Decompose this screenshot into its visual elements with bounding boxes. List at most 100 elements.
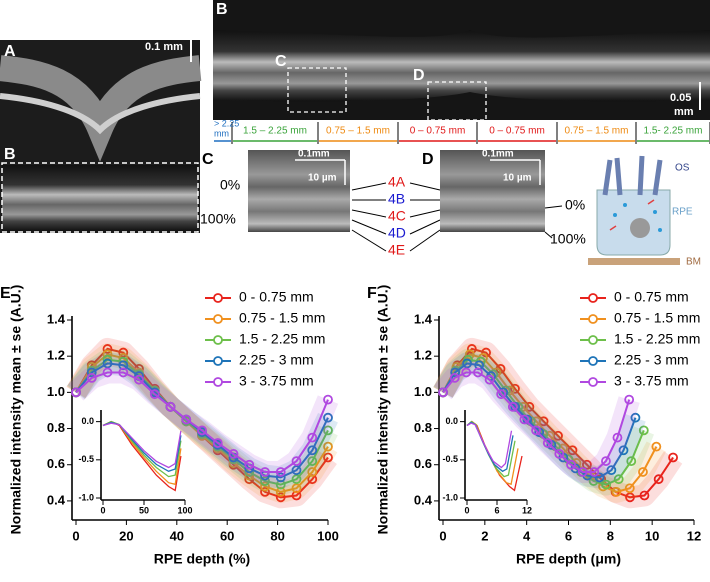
point [594,472,605,483]
layer-pointer [351,229,387,252]
point [601,479,612,490]
point [462,358,472,369]
x-tick-label: 0 [72,528,79,543]
y-tick-label: 0.0 [81,416,94,426]
point [524,401,535,412]
point [567,445,578,456]
point [542,438,553,448]
scale-label: 0.1mm [482,149,514,160]
legend-marker [588,293,598,303]
zoom-box [1,162,199,233]
point [510,383,520,394]
point [291,465,302,476]
zone-label: mm [214,128,229,138]
panel-label: E [0,285,11,302]
point [323,425,333,436]
point [577,467,588,477]
x-tick-label: 12 [522,505,532,515]
x-tick-label: 4 [523,528,531,543]
nucleus [630,218,650,238]
legend-marker [588,314,598,324]
layer-pointer [409,209,441,218]
legend-label: 2.25 - 3 mm [614,352,689,368]
point [197,425,207,436]
point [307,432,318,443]
point [653,474,664,485]
series-line [466,421,514,473]
point [118,367,129,378]
retina-layer [0,93,201,135]
legend-label: 0.75 - 1.5 mm [614,310,700,326]
pointer [544,231,553,239]
x-tick-label: 0 [464,505,469,515]
legend-label: 0 - 0.75 mm [614,289,689,305]
layer-pointer [351,219,387,235]
layer-pointer [409,219,441,235]
outer-segments [602,155,663,196]
x-tick-label: 6 [565,528,572,543]
legend-marker [213,314,223,324]
layer-pointer [351,182,387,191]
x-tick-label: 8 [607,528,614,543]
layer-label: 4B [388,191,405,207]
y-tick-label: 0.6 [414,456,432,471]
point [464,349,475,360]
point [638,467,648,477]
depth-label: 0% [565,197,585,213]
zone-label: 0 – 0.75 mm [489,126,545,137]
x-tick-label: 40 [170,528,184,543]
point [275,472,286,483]
y-tick-label: 1.4 [414,311,433,326]
point [507,401,518,412]
legend-marker [588,356,598,366]
x-tick-label: 0 [439,528,446,543]
y-tick-label: 1.0 [47,384,65,399]
roi-box [427,81,487,121]
oct-zoom [440,150,545,232]
point [473,367,483,378]
y-tick-label: -1.0 [78,492,94,502]
point [275,467,286,477]
point [291,456,302,467]
point [449,372,460,383]
point [531,425,541,436]
layer-label: 4A [388,174,406,190]
point [638,425,649,436]
point [149,389,160,400]
layer-pointer [409,229,441,252]
point [606,465,617,476]
y-tick-label: 0.8 [47,420,65,435]
legend-marker [588,377,598,387]
point [86,367,97,378]
schema-label: RPE [672,207,693,218]
series-line [466,420,523,492]
pointer [544,205,563,209]
y-tick-label: 1.2 [414,348,432,363]
point [102,358,113,369]
point [630,412,641,423]
panel-d: D 0.1mm 10 µm 0% 100% OS RPE BM [422,149,701,268]
x-tick-label: 80 [270,528,284,543]
point [612,432,623,443]
point [307,467,318,477]
point [260,481,270,492]
series-line [102,420,182,492]
legend-marker [213,293,223,303]
x-tick-label: 0 [100,505,105,515]
scale-label: 10 µm [308,173,337,184]
panel-label: D [422,151,434,168]
x-tick-label: 100 [317,528,339,543]
legend-label: 1.5 - 2.25 mm [239,331,325,347]
depth-label: 100% [200,211,236,227]
point [496,389,507,400]
point [260,486,270,497]
point [244,459,255,470]
y-axis-title: Normalized intensity mean ± se (A.U.) [375,285,391,535]
retina [213,30,710,102]
point [668,452,678,463]
series-line [466,422,513,469]
roi-label: C [275,53,287,70]
point [582,459,592,470]
